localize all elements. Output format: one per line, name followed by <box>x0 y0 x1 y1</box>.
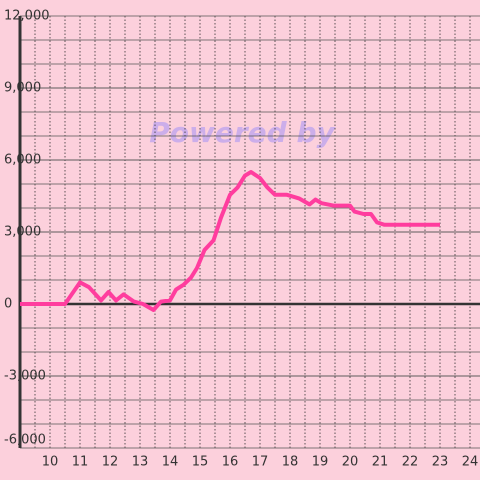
x-tick-label: 18 <box>282 455 299 470</box>
y-tick-label: -6,000 <box>4 433 46 448</box>
x-tick-label: 13 <box>132 455 149 470</box>
y-tick-label: -3,000 <box>4 369 46 384</box>
y-tick-label: 6,000 <box>4 153 41 168</box>
x-tick-label: 20 <box>342 455 359 470</box>
x-tick-label: 24 <box>462 455 479 470</box>
x-tick-label: 12 <box>102 455 119 470</box>
x-tick-label: 14 <box>162 455 179 470</box>
x-tick-label: 19 <box>312 455 329 470</box>
x-tick-label: 23 <box>432 455 449 470</box>
x-tick-label: 17 <box>252 455 269 470</box>
x-tick-label: 10 <box>42 455 59 470</box>
watermark: Powered by <box>149 116 336 149</box>
x-tick-label: 11 <box>72 455 89 470</box>
data-line <box>20 170 440 312</box>
y-tick-label: 0 <box>4 297 12 312</box>
x-tick-label: 21 <box>372 455 389 470</box>
x-tick-label: 15 <box>192 455 209 470</box>
y-tick-label: 3,000 <box>4 225 41 240</box>
y-tick-label: 12,000 <box>4 9 50 24</box>
x-tick-label: 16 <box>222 455 239 470</box>
x-tick-label: 22 <box>402 455 419 470</box>
y-tick-label: 9,000 <box>4 81 41 96</box>
